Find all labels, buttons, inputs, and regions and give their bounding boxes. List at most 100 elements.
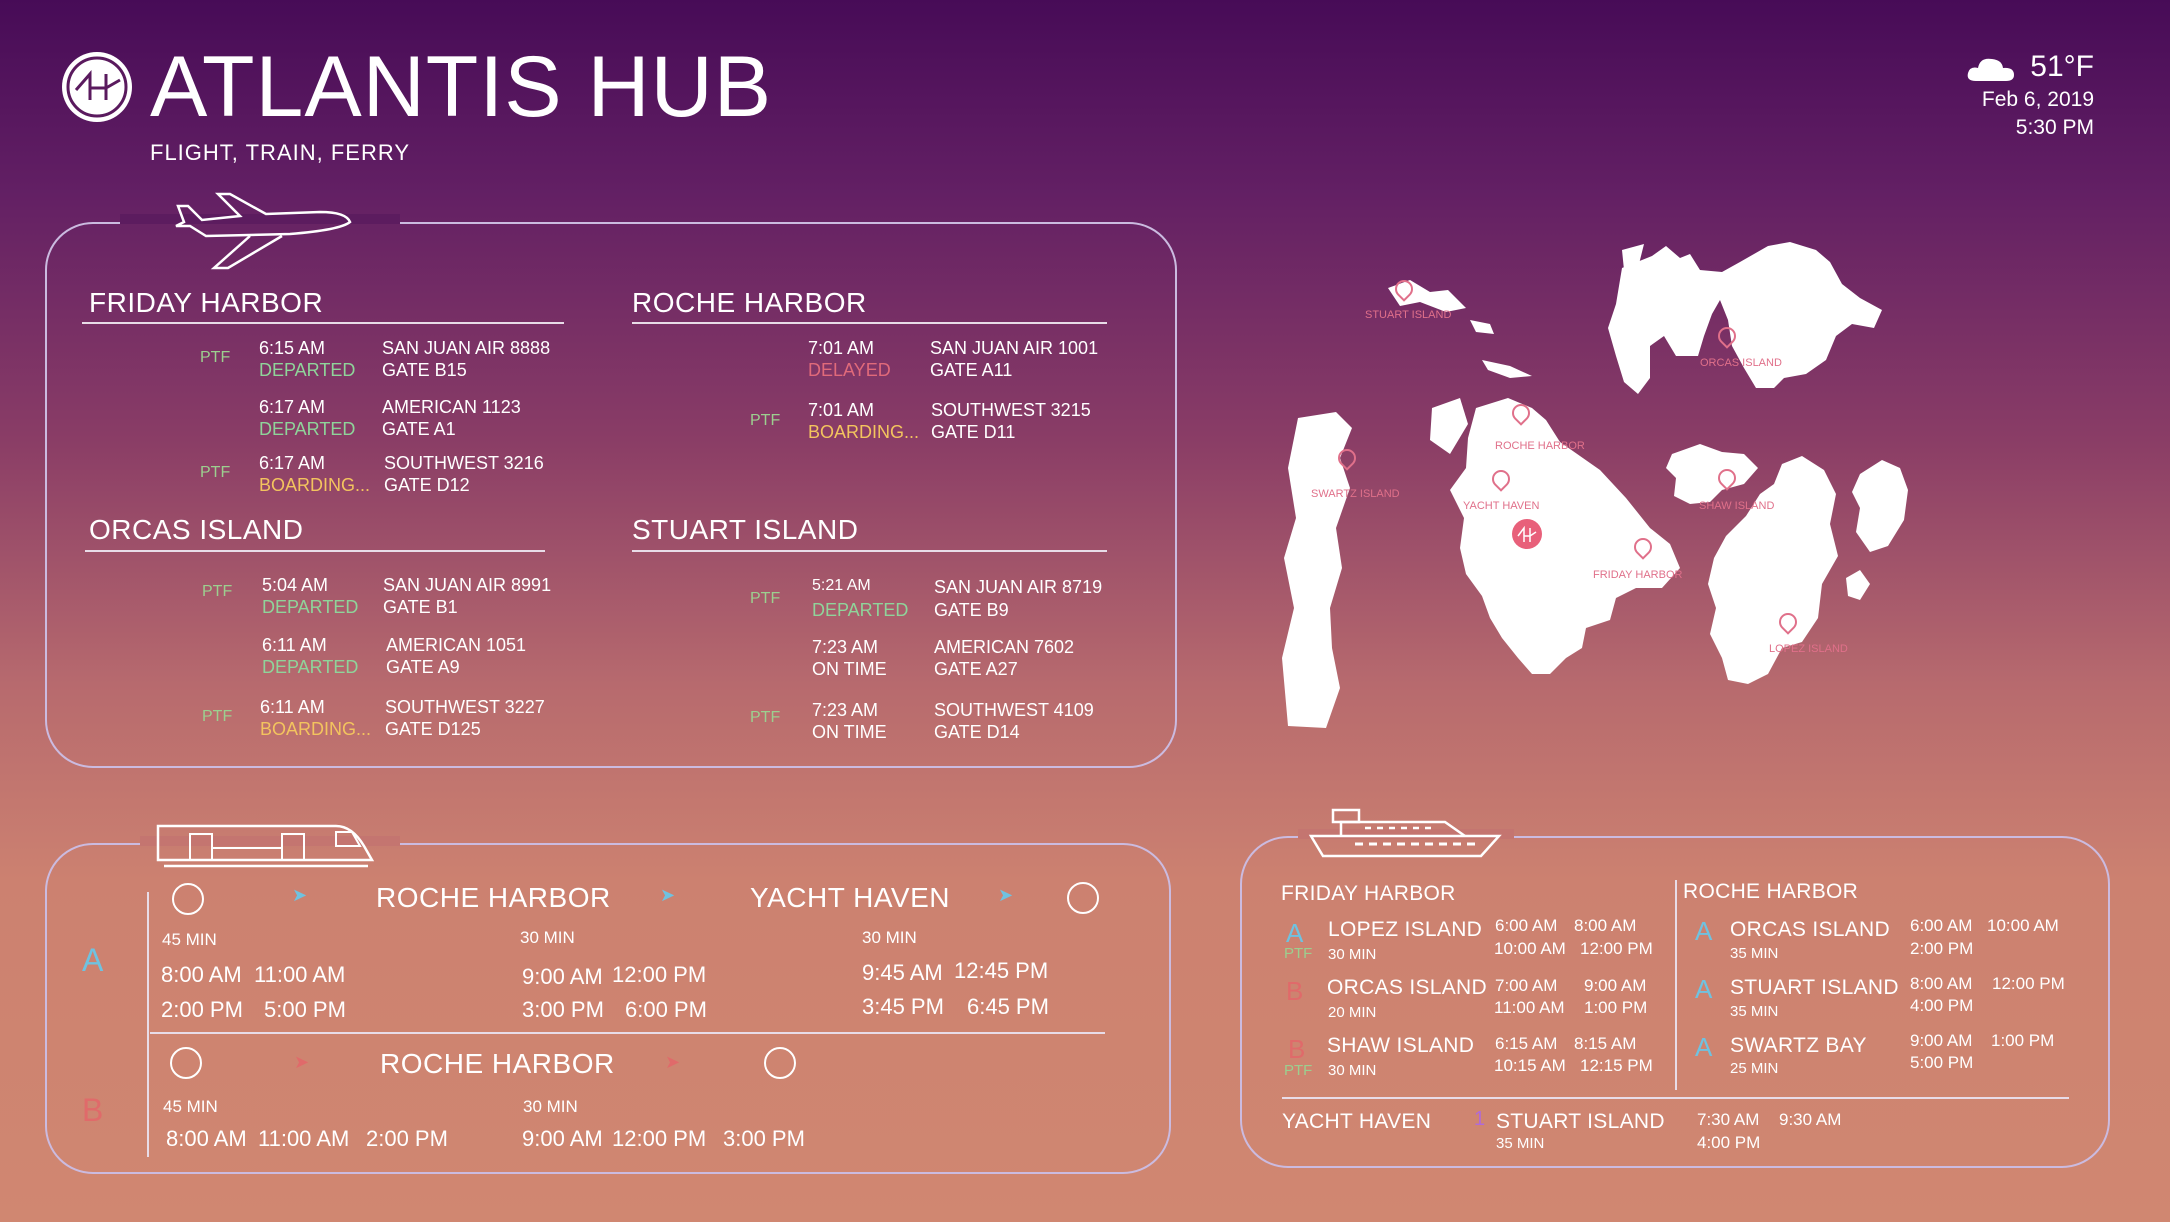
map-label-friday: FRIDAY HARBOR bbox=[1593, 569, 1683, 581]
stuart-island-shape bbox=[1388, 280, 1466, 312]
flight-time: 6:17 AM bbox=[259, 397, 326, 417]
train-duration: 45 MIN bbox=[162, 930, 217, 949]
flight-time: 7:23 AM bbox=[812, 637, 879, 657]
ferry-roche-harbor-title: ROCHE HARBOR bbox=[1683, 880, 1859, 903]
map-label-swartz: SWARTZ ISLAND bbox=[1311, 488, 1400, 500]
ferry-time: 1:00 PM bbox=[1584, 998, 1648, 1017]
flight-gate: GATE A27 bbox=[934, 659, 1018, 679]
flight-gate: GATE D14 bbox=[934, 722, 1020, 742]
hub-station-icon bbox=[764, 1047, 796, 1079]
divider bbox=[85, 550, 545, 552]
divider bbox=[82, 322, 564, 324]
ferry-duration: 35 MIN bbox=[1730, 945, 1779, 962]
flight-number: SOUTHWEST 3216 bbox=[384, 453, 544, 473]
ferry-time: 9:00 AM bbox=[1584, 976, 1647, 995]
flight-number: SAN JUAN AIR 8888 bbox=[382, 338, 551, 358]
flights-panel-gap bbox=[120, 214, 400, 224]
ferry-horizontal-divider bbox=[1282, 1097, 2069, 1099]
arrow-right-icon: ➤ bbox=[292, 885, 308, 905]
train-time: 8:00 AM bbox=[166, 1126, 247, 1151]
ferry-duration: 20 MIN bbox=[1328, 1004, 1377, 1021]
ferry-time: 10:00 AM bbox=[1494, 939, 1566, 958]
map-label-orcas: ORCAS ISLAND bbox=[1700, 357, 1782, 369]
ferry-line-letter: B bbox=[1288, 1034, 1306, 1064]
ferry-time: 11:00 AM bbox=[1494, 998, 1565, 1017]
ferry-line-letter: A bbox=[1286, 918, 1304, 948]
hub-marker bbox=[1512, 519, 1542, 549]
train-time: 3:00 PM bbox=[522, 997, 604, 1022]
train-duration: 30 MIN bbox=[862, 928, 917, 947]
flight-time: 5:04 AM bbox=[262, 575, 329, 595]
arrow-right-icon: ➤ bbox=[665, 1052, 681, 1072]
ptf-badge: PTF bbox=[202, 708, 233, 725]
train-time: 12:00 PM bbox=[612, 1126, 707, 1151]
ferry-destination: ORCAS ISLAND bbox=[1327, 976, 1487, 999]
flight-time: 7:23 AM bbox=[812, 700, 879, 720]
train-time: 5:00 PM bbox=[264, 997, 346, 1022]
train-duration: 45 MIN bbox=[163, 1097, 218, 1116]
arrow-right-icon: ➤ bbox=[294, 1052, 310, 1072]
ferry-time: 5:00 PM bbox=[1910, 1053, 1974, 1072]
flight-status: ON TIME bbox=[812, 722, 887, 742]
arrow-right-icon: ➤ bbox=[660, 885, 676, 905]
flight-number: SOUTHWEST 3215 bbox=[931, 400, 1091, 420]
ferry-time: 6:15 AM bbox=[1495, 1034, 1558, 1053]
train-time: 11:00 AM bbox=[258, 1126, 350, 1151]
train-panel bbox=[45, 843, 1171, 1174]
airplane-icon bbox=[175, 192, 352, 270]
ferry-time: 9:00 AM bbox=[1910, 1031, 1973, 1050]
ptf-badge: PTF bbox=[200, 464, 231, 481]
ferry-time: 6:00 AM bbox=[1910, 916, 1973, 935]
flight-gate: GATE D11 bbox=[931, 422, 1016, 442]
train-line-a-letter: A bbox=[82, 942, 104, 978]
ferry-time: 12:15 PM bbox=[1580, 1056, 1653, 1075]
flights-roche-harbor-title: ROCHE HARBOR bbox=[632, 287, 867, 318]
ptf-badge: PTF bbox=[200, 349, 231, 366]
flight-number: AMERICAN 1051 bbox=[386, 635, 527, 655]
train-icon bbox=[156, 824, 375, 868]
ptf-badge: PTF bbox=[1284, 1062, 1313, 1079]
shaw-island-shape bbox=[1666, 444, 1758, 504]
ferry-time: 7:00 AM bbox=[1495, 976, 1558, 995]
ship-icon bbox=[1308, 808, 1502, 858]
ferry-destination: STUART ISLAND bbox=[1730, 976, 1899, 999]
flight-status: ON TIME bbox=[812, 659, 887, 679]
train-time: 3:45 PM bbox=[862, 994, 944, 1019]
ferry-time: 7:30 AM bbox=[1697, 1110, 1760, 1129]
ferry-friday-harbor-title: FRIDAY HARBOR bbox=[1281, 882, 1456, 905]
flight-number: AMERICAN 1123 bbox=[382, 397, 521, 417]
train-time: 3:00 PM bbox=[723, 1126, 805, 1151]
flight-status: DEPARTED bbox=[812, 600, 909, 620]
divider bbox=[632, 550, 1107, 552]
flight-number: SAN JUAN AIR 8719 bbox=[934, 577, 1103, 597]
flight-gate: GATE A11 bbox=[930, 360, 1013, 380]
ferry-time: 2:00 PM bbox=[1910, 939, 1974, 958]
ptf-badge: PTF bbox=[202, 583, 233, 600]
flight-gate: GATE A1 bbox=[382, 419, 456, 439]
ferry-time: 12:00 PM bbox=[1580, 939, 1653, 958]
train-time: 2:00 PM bbox=[366, 1126, 448, 1151]
ferry-panel bbox=[1240, 836, 2110, 1168]
flight-gate: GATE B15 bbox=[382, 360, 467, 380]
flight-status: DEPARTED bbox=[262, 657, 359, 677]
ferry-destination: SWARTZ BAY bbox=[1730, 1034, 1867, 1057]
flights-friday-harbor-title: FRIDAY HARBOR bbox=[89, 287, 324, 318]
flight-number: SAN JUAN AIR 8991 bbox=[383, 575, 552, 595]
ptf-badge: PTF bbox=[1284, 945, 1313, 962]
time-label: 5:30 PM bbox=[2015, 116, 2094, 139]
flight-time: 6:17 AM bbox=[259, 453, 326, 473]
flight-status: DEPARTED bbox=[262, 597, 359, 617]
ferry-destination: LOPEZ ISLAND bbox=[1328, 918, 1483, 941]
ferry-yacht-haven-title: YACHT HAVEN bbox=[1282, 1110, 1432, 1133]
cloud-icon bbox=[1967, 58, 2015, 82]
flight-time: 5:21 AM bbox=[812, 577, 871, 594]
ferry-vertical-divider bbox=[1675, 880, 1677, 1090]
train-time: 9:45 AM bbox=[862, 960, 943, 985]
flight-status: BOARDING... bbox=[808, 422, 920, 442]
flight-number: SOUTHWEST 3227 bbox=[385, 697, 545, 717]
arrow-right-icon: ➤ bbox=[998, 885, 1014, 905]
hub-station-icon bbox=[170, 1047, 202, 1079]
ferry-time: 8:00 AM bbox=[1910, 974, 1973, 993]
ferry-line-letter: 1 bbox=[1474, 1108, 1486, 1130]
ptf-badge: PTF bbox=[750, 590, 781, 607]
